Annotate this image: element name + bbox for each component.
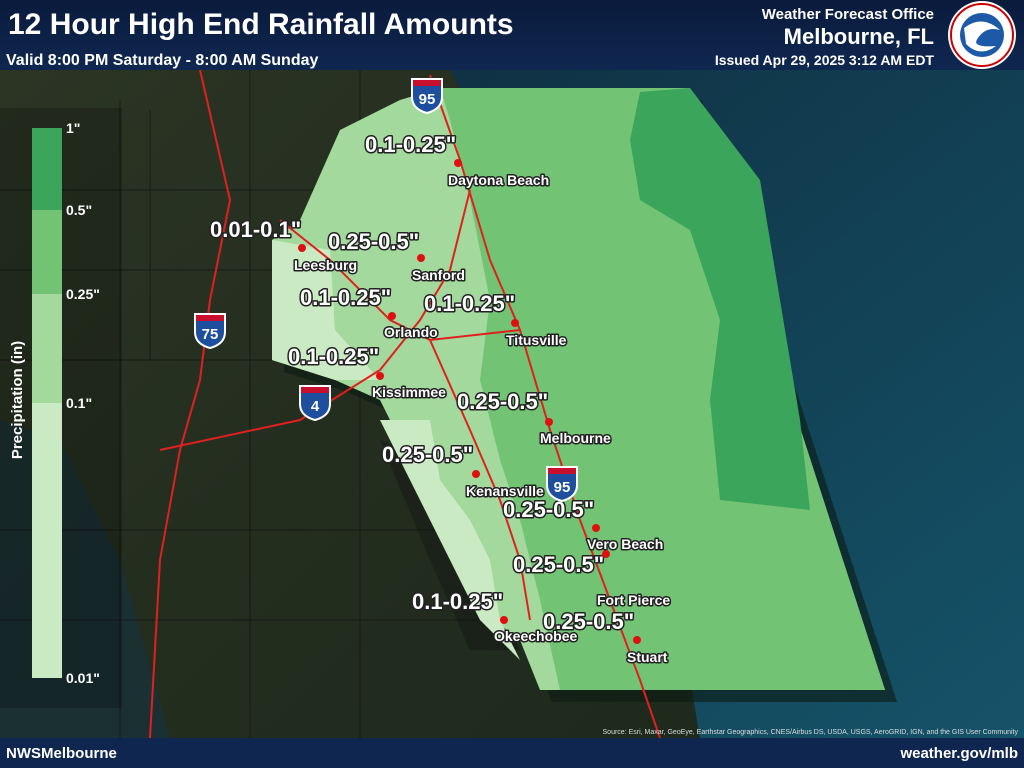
amount-label: 0.25-0.5" — [382, 442, 473, 467]
city-dot — [500, 616, 508, 624]
city-label: Sanford — [412, 267, 465, 283]
amount-label: 0.1-0.25" — [412, 589, 503, 614]
map-labels: 0.1-0.25" 0.01-0.1" 0.25-0.5" 0.1-0.25" 0.1-… — [209, 131, 672, 667]
city-label: Okeechobee — [494, 628, 577, 644]
interstate-shield: 95 — [411, 78, 443, 115]
shield-band — [413, 80, 441, 86]
footer-bar — [0, 738, 1024, 768]
city-dot — [633, 636, 641, 644]
city-label: Titusville — [506, 332, 567, 348]
shield-shape — [411, 78, 443, 115]
shield-number: 4 — [311, 398, 320, 415]
interstate-shield: 95 — [546, 466, 578, 503]
shield-shape — [299, 385, 331, 422]
shield-number: 95 — [419, 91, 436, 108]
legend-label: 1" — [66, 120, 80, 136]
interstate-shield: 4 — [299, 385, 331, 422]
legend-swatch — [32, 403, 62, 678]
source-credit: Source: Esri, Maxar, GeoEye, Earthstar G… — [603, 729, 1019, 736]
city-dot — [376, 372, 384, 380]
amount-label: 0.25-0.5" — [543, 609, 634, 634]
shield-band — [301, 387, 329, 393]
rainfall-regions — [272, 88, 897, 702]
city-dot — [602, 550, 610, 558]
city-label: Kenansville — [466, 483, 544, 499]
amount-label: 0.1-0.25" — [365, 132, 456, 157]
city-label: Leesburg — [294, 257, 357, 273]
legend-label: 0.5" — [66, 202, 92, 218]
shield-number: 95 — [554, 479, 571, 496]
interstate-shield: 75 — [194, 313, 226, 350]
title: 12 Hour High End Rainfall Amounts — [8, 8, 514, 41]
office-location: Melbourne, FL — [784, 24, 934, 49]
legend-swatch — [32, 294, 62, 403]
city-dot — [298, 244, 306, 252]
footer-left: NWSMelbourne — [6, 745, 117, 762]
nws-logo — [948, 1, 1016, 69]
county-lines — [0, 70, 540, 738]
office: Weather Forecast Office — [762, 6, 934, 23]
amount-label: 0.01-0.1" — [210, 217, 301, 242]
legend-title: Precipitation (in) — [9, 341, 26, 459]
legend-label: 0.25" — [66, 286, 100, 302]
city-dot — [592, 524, 600, 532]
legend-label: 0.1" — [66, 395, 92, 411]
city-label: Vero Beach — [587, 536, 663, 552]
shield-shape — [546, 466, 578, 503]
city-dot — [511, 319, 519, 327]
shield-band — [548, 468, 576, 474]
legend-swatch — [32, 210, 62, 294]
shield-shape — [194, 313, 226, 350]
shield-band — [196, 315, 224, 321]
footer-right: weather.gov/mlb — [899, 745, 1018, 762]
city-dot — [388, 312, 396, 320]
amount-label: 0.25-0.5" — [513, 552, 604, 577]
city-label: Orlando — [384, 324, 438, 340]
subtitle: Valid 8:00 PM Saturday - 8:00 AM Sunday — [6, 52, 318, 69]
amount-label: 0.25-0.5" — [328, 229, 419, 254]
city-label: Stuart — [627, 649, 668, 665]
city-label: Fort Pierce — [597, 592, 670, 608]
issued: Issued Apr 29, 2025 3:12 AM EDT — [715, 52, 935, 68]
amount-label: 0.1-0.25" — [288, 344, 379, 369]
header-bar — [0, 0, 1024, 70]
shield-number: 75 — [202, 326, 219, 343]
city-dot — [454, 159, 462, 167]
legend: 1" 0.5" 0.25" 0.1" 0.01" — [32, 120, 100, 686]
city-label: Daytona Beach — [448, 172, 549, 188]
legend-label: 0.01" — [66, 670, 100, 686]
city-label: Melbourne — [540, 430, 611, 446]
amount-label: 0.1-0.25" — [424, 291, 515, 316]
interstate-shields: 95 75 4 95 — [194, 78, 578, 503]
roads — [149, 69, 661, 739]
city-dot — [472, 470, 480, 478]
amount-label: 0.1-0.25" — [300, 285, 391, 310]
legend-swatch — [32, 128, 62, 210]
city-dot — [417, 254, 425, 262]
amount-label: 0.25-0.5" — [503, 497, 594, 522]
city-dot — [545, 418, 553, 426]
city-label: Kissimmee — [372, 384, 446, 400]
amount-label: 0.25-0.5" — [457, 389, 548, 414]
